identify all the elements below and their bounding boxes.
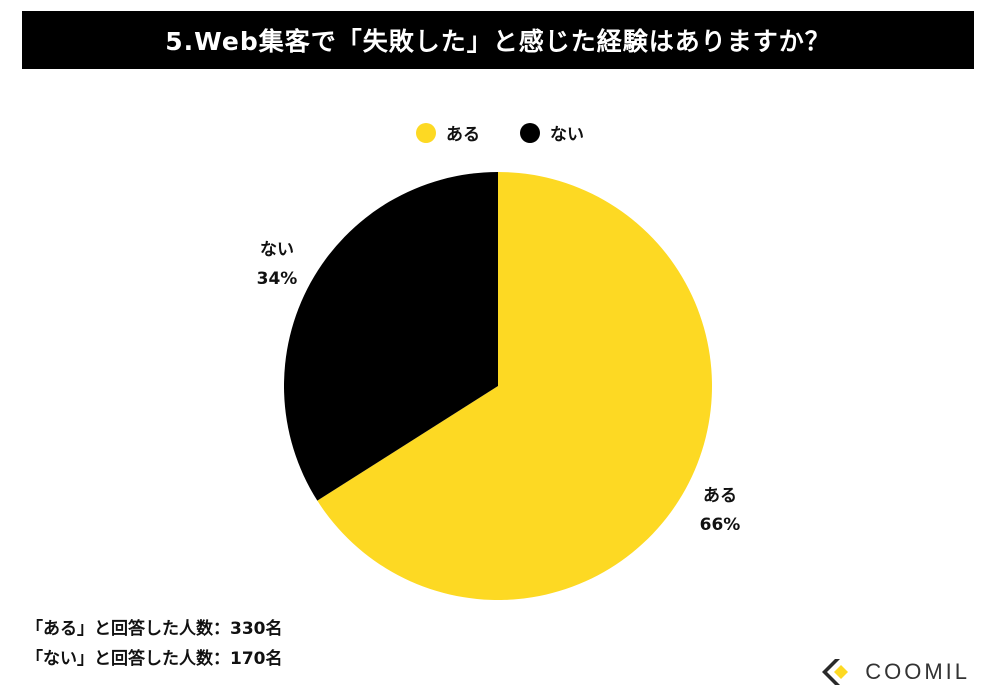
slice-label-nai-name: ない xyxy=(260,240,294,260)
chart-title-bar: 5.Web集客で「失敗した」と感じた経験はありますか？ xyxy=(22,11,974,69)
coomil-logo-icon xyxy=(822,659,849,685)
response-counts: 「ある」と回答した人数：330名 「ない」と回答した人数：170名 xyxy=(26,614,283,674)
slice-label-aru-percent: 66% xyxy=(699,515,741,535)
legend-item-nai: ない xyxy=(520,120,584,145)
slice-label-aru: ある 66% xyxy=(680,482,760,540)
response-count-aru: 「ある」と回答した人数：330名 xyxy=(26,619,283,639)
slice-label-aru-name: ある xyxy=(703,486,737,506)
legend-label-aru: ある xyxy=(446,125,480,145)
slice-label-nai: ない 34% xyxy=(237,236,317,294)
legend-label-nai: ない xyxy=(550,125,584,145)
legend-swatch-nai xyxy=(520,122,540,143)
legend-item-aru: ある xyxy=(416,120,480,145)
pie-slice-aru xyxy=(317,172,712,601)
legend-swatch-aru xyxy=(416,122,436,143)
response-count-nai: 「ない」と回答した人数：170名 xyxy=(26,649,283,669)
slice-label-nai-percent: 34% xyxy=(256,269,298,289)
brand-name: COOMIL xyxy=(865,659,970,684)
chart-title: 5.Web集客で「失敗した」と感じた経験はありますか？ xyxy=(165,27,831,56)
pie-slice-nai xyxy=(283,172,498,501)
legend: ある ない xyxy=(0,120,1000,145)
brand-logo: COOMIL xyxy=(819,655,970,689)
